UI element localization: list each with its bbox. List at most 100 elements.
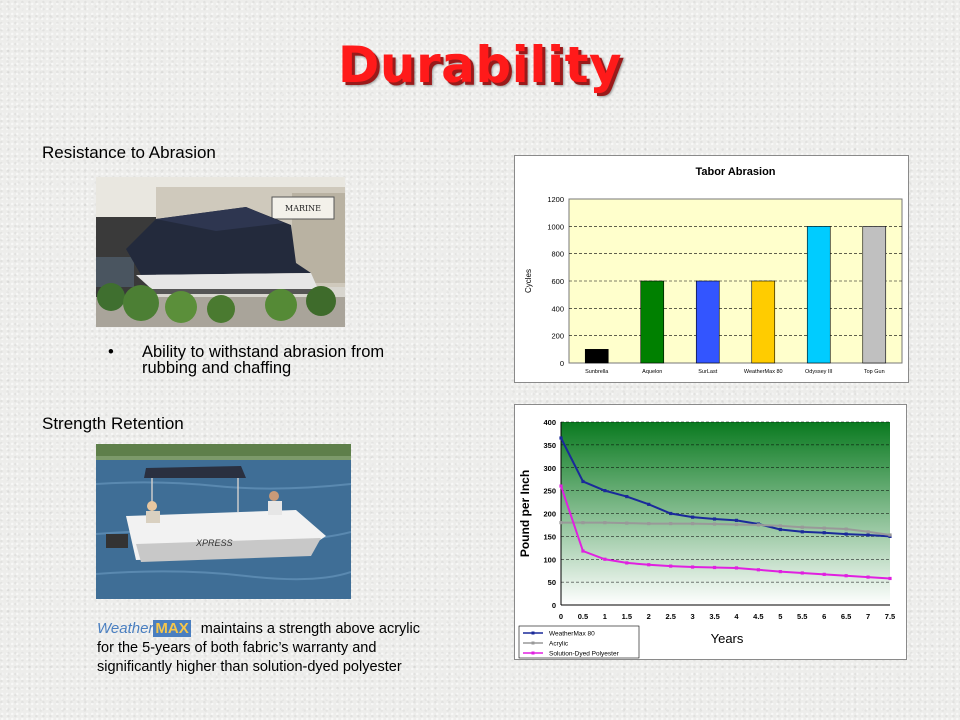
series-point: [691, 565, 695, 569]
abrasion-heading: Resistance to Abrasion: [42, 143, 216, 162]
series-line: [560, 485, 891, 580]
series-point: [888, 533, 892, 537]
series-point: [778, 524, 782, 528]
covered-boat-photo: MARINE: [96, 177, 345, 327]
series-point: [669, 564, 673, 568]
series-point: [669, 511, 673, 516]
strength-heading: Strength Retention: [42, 414, 184, 433]
bar: [584, 349, 609, 364]
series-point: [712, 565, 717, 570]
series-point: [712, 522, 717, 526]
pontoon-boat-photo: XPRESS: [96, 444, 351, 599]
series-point: [603, 489, 607, 493]
legend-label: Solution-Dyed Polyester: [549, 651, 620, 658]
series-point: [625, 561, 629, 565]
series-point: [691, 521, 695, 526]
y-tick-label: 250: [543, 487, 556, 496]
marine-sign-text: MARINE: [285, 204, 321, 213]
x-tick-label: WeatherMax 80: [744, 369, 783, 375]
y-axis-label: Cycles: [524, 269, 533, 293]
x-tick-label: 6: [822, 612, 826, 621]
strength-retention-chart: 0 50 100 150 200 250 300 350 400 0 0.5 1 1.5 2 2.5 3 3.5…: [514, 404, 907, 660]
y-tick-label: 1000: [547, 222, 564, 231]
y-tick-label: 400: [543, 418, 556, 427]
x-tick-label: Odyssey III: [805, 369, 833, 375]
series-point: [603, 557, 607, 561]
bar: [640, 280, 665, 364]
x-tick-label: 4.5: [753, 612, 763, 621]
y-tick-label: 200: [551, 332, 564, 341]
series-point: [866, 575, 870, 579]
series-point: [844, 532, 848, 536]
series-point: [800, 530, 804, 534]
x-tick-label: Top Gun: [864, 369, 885, 375]
series-point: [647, 502, 651, 506]
y-tick-label: 0: [552, 601, 556, 610]
y-tick-label: 1200: [547, 195, 564, 204]
x-tick-label: 3: [691, 612, 695, 621]
series-point: [669, 521, 673, 526]
y-tick-label: 0: [560, 359, 564, 368]
series-point: [559, 521, 563, 525]
series-point: [734, 566, 739, 570]
series-point: [581, 479, 585, 484]
x-tick-label: Aquelon: [642, 369, 662, 375]
bullet-marker: •: [108, 343, 114, 361]
series-point: [734, 518, 739, 522]
series-point: [559, 436, 563, 440]
series-point: [844, 527, 848, 531]
series-point: [625, 494, 629, 499]
plot-area: [561, 422, 890, 605]
y-tick-label: 350: [543, 441, 556, 450]
series-point: [888, 576, 892, 581]
abrasion-bullet-text: Ability to withstand abrasion from rubbi…: [142, 343, 385, 377]
strength-text: maintains a strength above acrylic for t…: [97, 621, 420, 675]
bar: [862, 226, 887, 364]
x-tick-label: 2.5: [665, 612, 675, 621]
y-tick-label: 50: [548, 578, 556, 587]
series-point: [822, 572, 826, 576]
series-point: [800, 571, 804, 575]
series-point: [778, 570, 782, 574]
legend-label: WeatherMax 80: [549, 631, 595, 638]
series-point: [866, 533, 870, 537]
series-point: [647, 563, 651, 567]
bar: [695, 280, 720, 364]
series-point: [691, 515, 695, 519]
series-point: [581, 521, 585, 525]
series-point: [712, 517, 717, 521]
series-point: [800, 525, 804, 529]
series-point: [844, 574, 848, 578]
x-tick-label: 5.5: [797, 612, 807, 621]
y-axis-label: Pound per Inch: [518, 470, 532, 557]
y-tick-label: 800: [551, 250, 564, 259]
boat-hull-text: XPRESS: [195, 538, 233, 548]
x-tick-label: 4: [734, 612, 739, 621]
page-title: Durability: [337, 36, 623, 94]
y-tick-label: 100: [543, 555, 556, 564]
weathermax-logo-weather: Weather: [97, 620, 154, 637]
series-point: [647, 521, 651, 526]
series-point: [756, 568, 760, 572]
series-point: [756, 523, 760, 527]
x-tick-label: 5: [778, 612, 782, 621]
tabor-abrasion-chart: Tabor Abrasion 0 200 400 600 800 1000 1200 Cycle…: [514, 155, 909, 383]
y-tick-label: 400: [551, 304, 564, 313]
chart-title: Tabor Abrasion: [695, 166, 775, 178]
tabor-abrasion-svg: Tabor Abrasion 0 200 400 600 800 1000 1200 Cycle…: [524, 166, 903, 375]
x-tick-label: 7: [866, 612, 870, 621]
series-point: [581, 549, 585, 553]
weathermax-logo-max: MAX: [153, 620, 191, 637]
x-tick-label: Sunbrella: [585, 369, 609, 375]
x-tick-label: 1.5: [622, 612, 632, 621]
series-point: [822, 531, 826, 535]
series-line: [561, 521, 891, 536]
series-point: [734, 522, 739, 527]
series-point: [625, 521, 629, 525]
series-point: [822, 526, 826, 530]
y-tick-label: 300: [543, 464, 556, 473]
x-tick-label: 0.5: [578, 612, 588, 621]
bar: [806, 226, 831, 364]
legend-marker: [531, 651, 535, 655]
strength-retention-svg: 0 50 100 150 200 250 300 350 400 0 0.5 1 1.5 2 2.5 3 3.5…: [518, 418, 895, 659]
